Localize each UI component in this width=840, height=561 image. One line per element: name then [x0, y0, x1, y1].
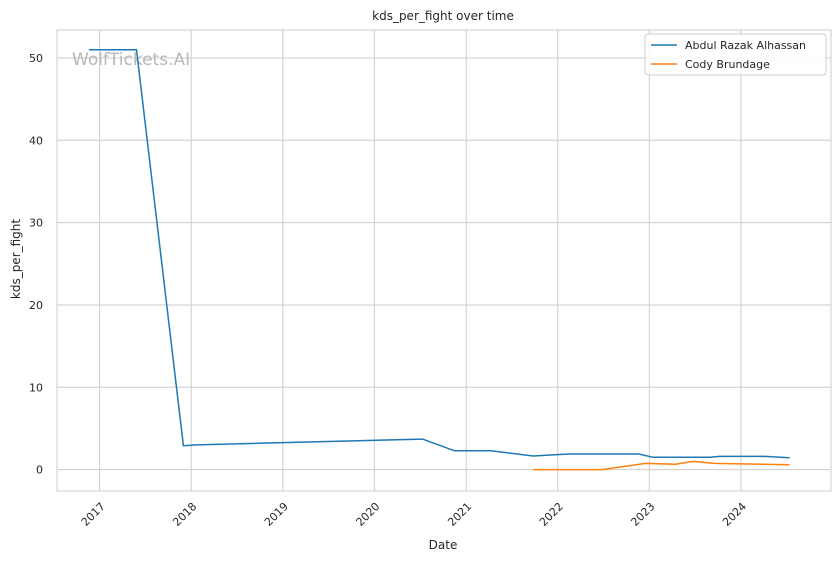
series-line: [88, 49, 790, 459]
y-tick-label: 30: [29, 217, 43, 230]
legend-label: Cody Brundage: [685, 58, 770, 71]
grid-lines: [57, 30, 831, 491]
y-axis-label: kds_per_fight: [9, 219, 23, 300]
x-tick-label: 2024: [720, 500, 749, 529]
x-tick-label: 2019: [262, 500, 291, 529]
y-tick-label: 20: [29, 299, 43, 312]
x-axis-label: Date: [429, 538, 458, 552]
legend-label: Abdul Razak Alhassan: [685, 39, 806, 52]
legend: Abdul Razak Alhassan Cody Brundage: [644, 33, 827, 76]
y-tick-labels: 0 10 20 30 40 50: [29, 52, 43, 477]
y-tick-label: 40: [29, 134, 43, 147]
x-tick-label: 2023: [628, 500, 657, 529]
y-tick-label: 50: [29, 52, 43, 65]
series-line: [533, 460, 790, 471]
y-tick-label: 0: [36, 464, 43, 477]
x-tick-labels: 2017 2018 2019 2020 2021 2022 2023 2024: [79, 500, 749, 529]
x-tick-label: 2018: [170, 500, 199, 529]
x-tick-label: 2022: [537, 500, 566, 529]
series-layer: [88, 49, 790, 471]
x-tick-label: 2021: [445, 500, 474, 529]
watermark-text: WolfTickets.AI: [72, 50, 190, 70]
x-tick-label: 2020: [354, 500, 383, 529]
y-tick-label: 10: [29, 381, 43, 394]
legend-box: [644, 33, 827, 76]
x-tick-label: 2017: [79, 500, 108, 529]
chart-title: kds_per_fight over time: [372, 9, 514, 23]
plot-area: [56, 29, 832, 492]
